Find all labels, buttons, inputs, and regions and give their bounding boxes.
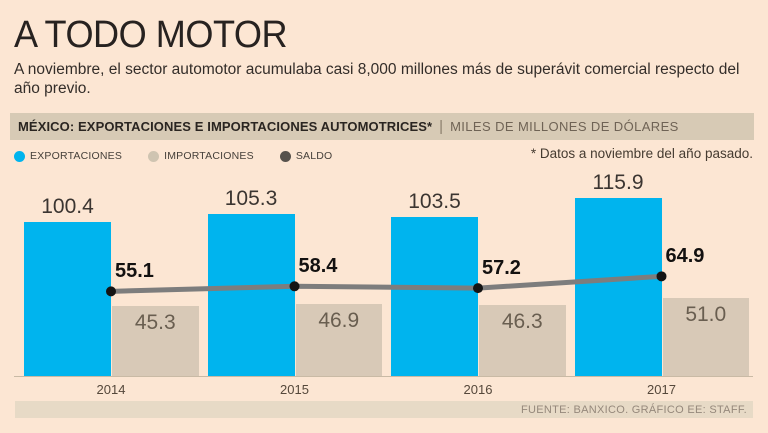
import-bar bbox=[112, 306, 199, 376]
legend-item-importaciones: IMPORTACIONES bbox=[148, 150, 254, 162]
export-bar bbox=[391, 217, 478, 376]
export-value-label: 103.5 bbox=[408, 190, 461, 214]
import-value-label: 51.0 bbox=[685, 302, 727, 326]
legend-label: IMPORTACIONES bbox=[164, 150, 254, 162]
x-axis-year-label: 2016 bbox=[463, 382, 493, 397]
chart-title: MÉXICO: EXPORTACIONES E IMPORTACIONES AU… bbox=[18, 119, 433, 134]
saldo-value-label: 64.9 bbox=[665, 245, 705, 268]
legend-label: EXPORTACIONES bbox=[30, 150, 123, 162]
x-axis-year-label: 2017 bbox=[647, 382, 676, 397]
export-value-label: 105.3 bbox=[224, 187, 278, 211]
chart-area: 100.4 45.3 55.1 2014 105.3 46.9 58.4 2015 103.5 4… bbox=[0, 170, 768, 410]
chart-title-divider: | bbox=[439, 118, 444, 135]
legend-dot-icon bbox=[14, 150, 25, 162]
x-axis-year-label: 2015 bbox=[280, 382, 309, 397]
saldo-value-label: 58.4 bbox=[298, 255, 338, 278]
import-value-label: 45.3 bbox=[134, 311, 176, 335]
import-bar bbox=[295, 303, 382, 376]
saldo-value-label: 55.1 bbox=[115, 260, 154, 283]
export-bar bbox=[24, 221, 111, 376]
import-bar bbox=[662, 297, 749, 376]
legend-label: SALDO bbox=[295, 150, 333, 162]
import-bar bbox=[479, 304, 566, 376]
import-value-label: 46.9 bbox=[318, 308, 360, 332]
export-bar bbox=[207, 214, 295, 376]
footnote: * Datos a noviembre del año pasado. bbox=[530, 146, 753, 161]
legend-item-exportaciones: EXPORTACIONES bbox=[14, 150, 122, 162]
chart-units-label: MILES DE MILLONES DE DÓLARES bbox=[450, 119, 679, 134]
source-text: FUENTE: BANXICO. GRÁFICO EE: STAFF. bbox=[520, 403, 747, 416]
source-bar: FUENTE: BANXICO. GRÁFICO EE: STAFF. bbox=[15, 401, 753, 418]
saldo-value-label: 57.2 bbox=[482, 257, 521, 280]
import-value-label: 46.3 bbox=[501, 309, 543, 333]
export-bar bbox=[574, 197, 662, 376]
page-title: A TODO MOTOR bbox=[14, 14, 288, 56]
x-axis-year-label: 2014 bbox=[96, 382, 126, 397]
export-value-label: 100.4 bbox=[41, 194, 94, 218]
export-value-label: 115.9 bbox=[592, 170, 644, 194]
legend-item-saldo: SALDO bbox=[279, 150, 333, 162]
legend-dot-icon bbox=[148, 150, 160, 162]
legend-dot-icon bbox=[279, 150, 291, 162]
chart-header-bar: MÉXICO: EXPORTACIONES E IMPORTACIONES AU… bbox=[10, 113, 754, 140]
legend: EXPORTACIONES IMPORTACIONES SALDO bbox=[14, 149, 358, 163]
page-subtitle: A noviembre, el sector automotor acumula… bbox=[14, 61, 740, 97]
x-axis-line bbox=[14, 376, 753, 377]
